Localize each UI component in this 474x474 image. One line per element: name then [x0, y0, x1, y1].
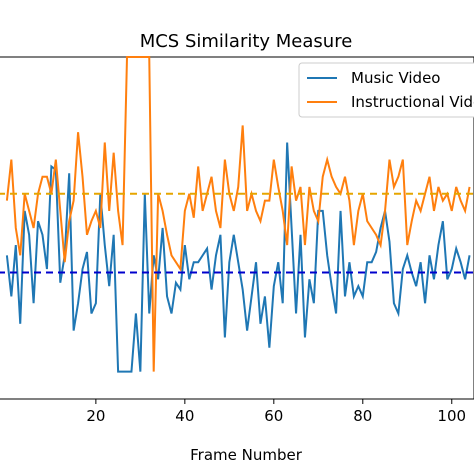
legend-label: Music Video: [351, 69, 440, 87]
series-line-music-video: [5, 142, 471, 373]
chart-title: MCS Similarity Measure: [140, 31, 353, 52]
x-tick-label: 100: [437, 407, 466, 425]
x-axis: 20 40 60 80 100: [86, 399, 466, 425]
plot-frame: [0, 56, 474, 400]
x-axis-label: Frame Number: [190, 446, 303, 464]
x-tick-label: 40: [175, 407, 194, 425]
x-tick-label: 20: [86, 407, 105, 425]
series-layer: [5, 56, 471, 373]
x-tick-label: 80: [353, 407, 372, 425]
series-line-instructional-video: [5, 56, 471, 372]
x-tick-label: 60: [264, 407, 283, 425]
legend-box: [298, 62, 474, 118]
legend-label: Instructional Video: [351, 93, 474, 111]
legend: Music Video Instructional Video: [298, 62, 474, 118]
mean-lines: [0, 192, 474, 274]
